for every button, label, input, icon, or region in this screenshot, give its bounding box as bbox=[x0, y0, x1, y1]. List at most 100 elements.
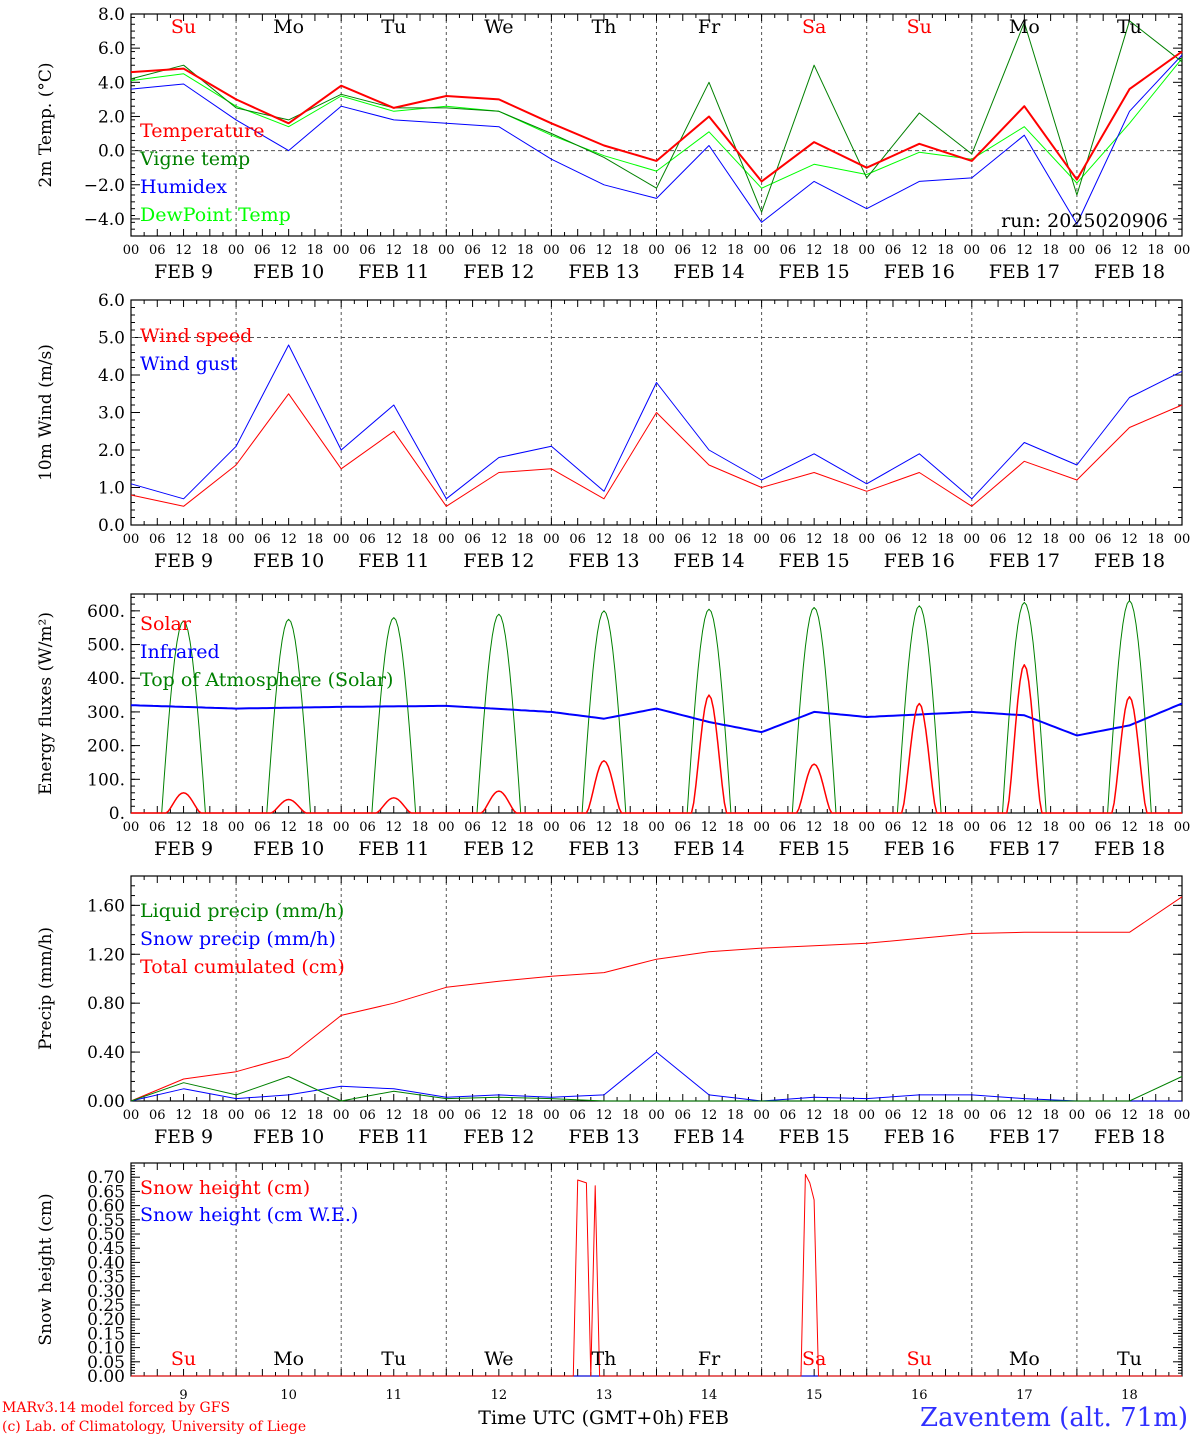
temp-hour-label: 00 bbox=[964, 243, 981, 258]
energy-hour-label: 12 bbox=[596, 820, 613, 835]
wind-hour-label: 06 bbox=[1095, 532, 1112, 547]
precip-y-tick-label: 0.00 bbox=[87, 1092, 125, 1112]
wind-hour-label: 12 bbox=[175, 532, 192, 547]
precip-hour-label: 18 bbox=[727, 1108, 744, 1123]
temp-series-temperature bbox=[130, 50, 1183, 183]
temp-date-label: FEB 13 bbox=[568, 261, 639, 283]
energy-hour-label: 18 bbox=[202, 820, 219, 835]
wind-date-label: FEB 10 bbox=[253, 550, 324, 572]
energy-hour-label: 00 bbox=[1174, 820, 1191, 835]
wind-hour-label: 06 bbox=[569, 532, 586, 547]
temp-y-tick-label: 2.0 bbox=[98, 107, 125, 127]
precip-date-label: FEB 17 bbox=[989, 1126, 1060, 1148]
energy-hour-label: 12 bbox=[491, 820, 508, 835]
wind-date-label: FEB 11 bbox=[358, 550, 429, 572]
temp-y-tick-label: 8.0 bbox=[98, 5, 125, 25]
wind-hour-label: 06 bbox=[780, 532, 797, 547]
precip-series-snow-precip-mm-h- bbox=[130, 1051, 1182, 1102]
precip-hour-label: 06 bbox=[675, 1108, 692, 1123]
temp-y-axis-title: 2m Temp. (°C) bbox=[36, 62, 56, 187]
energy-hour-label: 06 bbox=[780, 820, 797, 835]
energy-hour-label: 18 bbox=[832, 820, 849, 835]
credit-line-1: MARv3.14 model forced by GFS bbox=[2, 1400, 231, 1416]
precip-date-label: FEB 11 bbox=[358, 1126, 429, 1148]
snow-weekday-label: Th bbox=[591, 1348, 616, 1370]
temp-hour-label: 00 bbox=[753, 243, 770, 258]
temp-date-label: FEB 15 bbox=[779, 261, 850, 283]
wind-hour-label: 18 bbox=[727, 532, 744, 547]
precip-hour-label: 00 bbox=[333, 1108, 350, 1123]
snow-y-tick-label: 0.35 bbox=[87, 1268, 125, 1288]
precip-hour-label: 18 bbox=[1147, 1108, 1164, 1123]
energy-hour-label: 00 bbox=[543, 820, 560, 835]
temp-y-tick-label: −2.0 bbox=[84, 176, 125, 196]
temp-hour-label: 18 bbox=[937, 243, 954, 258]
energy-legend-entry: Infrared bbox=[140, 641, 220, 663]
temp-hour-label: 00 bbox=[1174, 243, 1191, 258]
wind-y-axis-title: 10m Wind (m/s) bbox=[36, 344, 56, 481]
energy-hour-label: 06 bbox=[675, 820, 692, 835]
wind-series-wind-speed bbox=[130, 393, 1183, 507]
wind-hour-label: 18 bbox=[307, 532, 324, 547]
energy-hour-label: 00 bbox=[123, 820, 140, 835]
temp-hour-label: 00 bbox=[438, 243, 455, 258]
wind-hour-label: 06 bbox=[149, 532, 166, 547]
temp-hour-label: 18 bbox=[412, 243, 429, 258]
snow-y-tick-label: 0.70 bbox=[87, 1168, 125, 1188]
snow-day-number: 14 bbox=[701, 1388, 718, 1403]
snow-day-number: 17 bbox=[1016, 1388, 1033, 1403]
temp-hour-label: 18 bbox=[307, 243, 324, 258]
temp-run-annotation: run: 2025020906 bbox=[1001, 210, 1168, 232]
energy-date-label: FEB 15 bbox=[779, 838, 850, 860]
temp-date-label: FEB 18 bbox=[1094, 261, 1165, 283]
energy-hour-label: 00 bbox=[964, 820, 981, 835]
wind-hour-label: 06 bbox=[990, 532, 1007, 547]
precip-hour-label: 12 bbox=[806, 1108, 823, 1123]
snow-weekday-label: We bbox=[484, 1348, 513, 1370]
temp-hour-label: 12 bbox=[596, 243, 613, 258]
wind-hour-label: 06 bbox=[359, 532, 376, 547]
precip-hour-label: 12 bbox=[1016, 1108, 1033, 1123]
precip-hour-label: 18 bbox=[622, 1108, 639, 1123]
energy-hour-label: 18 bbox=[412, 820, 429, 835]
precip-y-tick-label: 1.20 bbox=[87, 945, 125, 965]
temp-y-tick-label: 6.0 bbox=[98, 39, 125, 59]
temp-hour-label: 06 bbox=[885, 243, 902, 258]
precip-hour-label: 06 bbox=[464, 1108, 481, 1123]
energy-hour-label: 00 bbox=[753, 820, 770, 835]
wind-hour-label: 12 bbox=[701, 532, 718, 547]
precip-hour-label: 12 bbox=[385, 1108, 402, 1123]
credit-line-2: (c) Lab. of Climatology, University of L… bbox=[2, 1419, 307, 1435]
energy-date-label: FEB 14 bbox=[673, 838, 744, 860]
energy-hour-label: 12 bbox=[911, 820, 928, 835]
temp-weekday-label: Mo bbox=[1009, 16, 1040, 38]
wind-y-tick-label: 4.0 bbox=[98, 366, 125, 386]
precip-hour-label: 12 bbox=[280, 1108, 297, 1123]
snow-day-number: 15 bbox=[806, 1388, 823, 1403]
energy-y-tick-label: 100. bbox=[87, 770, 125, 790]
temp-hour-label: 00 bbox=[123, 243, 140, 258]
precip-hour-label: 12 bbox=[911, 1108, 928, 1123]
temp-hour-label: 00 bbox=[858, 243, 875, 258]
wind-date-label: FEB 13 bbox=[568, 550, 639, 572]
snow-legend-entry: Snow height (cm W.E.) bbox=[140, 1204, 358, 1226]
wind-hour-label: 12 bbox=[280, 532, 297, 547]
wind-hour-label: 18 bbox=[1042, 532, 1059, 547]
energy-date-label: FEB 13 bbox=[568, 838, 639, 860]
snow-day-number: 10 bbox=[280, 1388, 297, 1403]
wind-date-label: FEB 16 bbox=[884, 550, 955, 572]
temp-hour-label: 00 bbox=[228, 243, 245, 258]
temp-legend-entry: Humidex bbox=[140, 176, 227, 198]
energy-y-tick-label: 400. bbox=[87, 669, 125, 689]
energy-date-label: FEB 11 bbox=[358, 838, 429, 860]
temp-weekday-label: Su bbox=[171, 16, 196, 38]
temp-legend-entry: Temperature bbox=[140, 120, 264, 142]
temp-date-label: FEB 10 bbox=[253, 261, 324, 283]
wind-legend-entry: Wind speed bbox=[140, 325, 252, 347]
wind-y-tick-label: 2.0 bbox=[98, 441, 125, 461]
energy-hour-label: 12 bbox=[385, 820, 402, 835]
precip-hour-label: 06 bbox=[254, 1108, 271, 1123]
precip-legend-entry: Total cumulated (cm) bbox=[140, 956, 345, 978]
temp-hour-label: 00 bbox=[648, 243, 665, 258]
